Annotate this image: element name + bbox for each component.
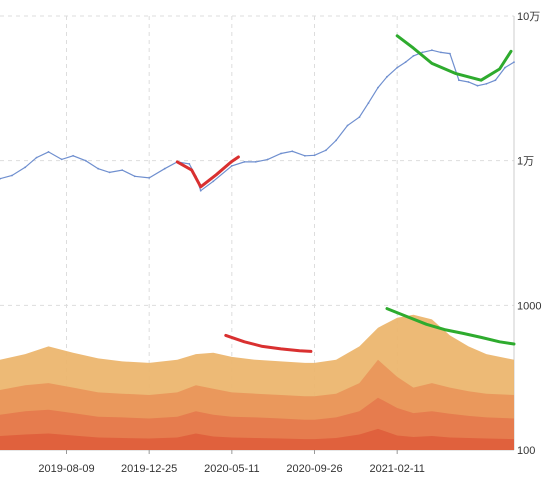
annotation-stroke-1	[395, 34, 513, 82]
price-point-37	[421, 51, 424, 54]
price-point-12	[148, 177, 151, 179]
price-point-3	[35, 156, 38, 159]
price-point-35	[404, 61, 407, 63]
price-point-41	[458, 79, 460, 82]
area-band-3	[0, 428, 514, 450]
price-point-15	[188, 163, 191, 165]
price-line-group	[0, 49, 515, 192]
price-point-7	[84, 159, 87, 162]
price-point-5	[60, 158, 63, 161]
price-point-26	[313, 154, 316, 157]
price-point-38	[431, 49, 433, 52]
price-point-23	[280, 152, 282, 155]
price-point-45	[494, 79, 497, 82]
price-point-47	[513, 61, 515, 63]
x-tick-label-0: 2019-08-09	[38, 463, 94, 475]
y-tick-label-1: 1万	[517, 156, 534, 168]
price-point-2	[24, 166, 27, 169]
price-point-1	[11, 174, 13, 177]
annotation-stroke-3	[385, 307, 516, 346]
x-tick-label-2: 2020-05-11	[204, 463, 259, 475]
x-axis: 2019-08-09 2019-12-25 2020-05-11 2020-09-26…	[38, 450, 425, 475]
price-point-27	[325, 149, 327, 152]
x-tick-label-4: 2021-02-11	[369, 463, 424, 475]
price-point-22	[266, 158, 269, 161]
price-point-19	[230, 165, 233, 167]
price-point-39	[440, 51, 442, 54]
price-point-4	[47, 151, 50, 153]
price-point-6	[72, 154, 74, 157]
price-point-34	[396, 66, 399, 69]
y-tick-label-0: 10万	[517, 11, 540, 23]
price-point-29	[346, 124, 349, 127]
x-tick-label-1: 2019-12-25	[121, 463, 177, 475]
price-point-40	[449, 52, 451, 55]
price-point-25	[304, 154, 306, 157]
price-point-18	[212, 180, 215, 183]
price-point-9	[108, 171, 111, 174]
annotations	[175, 34, 516, 353]
price-point-33	[386, 75, 388, 78]
price-point-13	[163, 167, 166, 170]
y-axis: 10万 1万 1000 100	[517, 11, 541, 457]
price-point-30	[358, 116, 361, 118]
price-point-32	[377, 86, 379, 89]
price-point-36	[412, 55, 415, 57]
y-tick-label-3: 100	[517, 445, 535, 457]
price-point-28	[335, 139, 337, 142]
price-line	[0, 49, 515, 192]
y-tick-label-2: 1000	[517, 300, 541, 312]
area-bands	[0, 314, 514, 450]
annotation-stroke-0	[175, 155, 240, 189]
price-point-20	[243, 161, 246, 163]
price-point-42	[467, 81, 470, 83]
x-tick-label-3: 2020-09-26	[286, 463, 342, 475]
price-point-10	[121, 169, 124, 172]
price-point-46	[504, 66, 506, 69]
annotation-stroke-2	[224, 333, 313, 353]
price-point-11	[133, 175, 136, 178]
price-point-17	[199, 189, 202, 192]
price-point-43	[476, 84, 479, 87]
price-point-8	[97, 167, 100, 170]
price-point-21	[254, 161, 257, 163]
price-point-0	[0, 177, 1, 180]
price-point-44	[485, 82, 488, 85]
price-point-31	[367, 102, 370, 104]
price-point-24	[291, 150, 294, 153]
